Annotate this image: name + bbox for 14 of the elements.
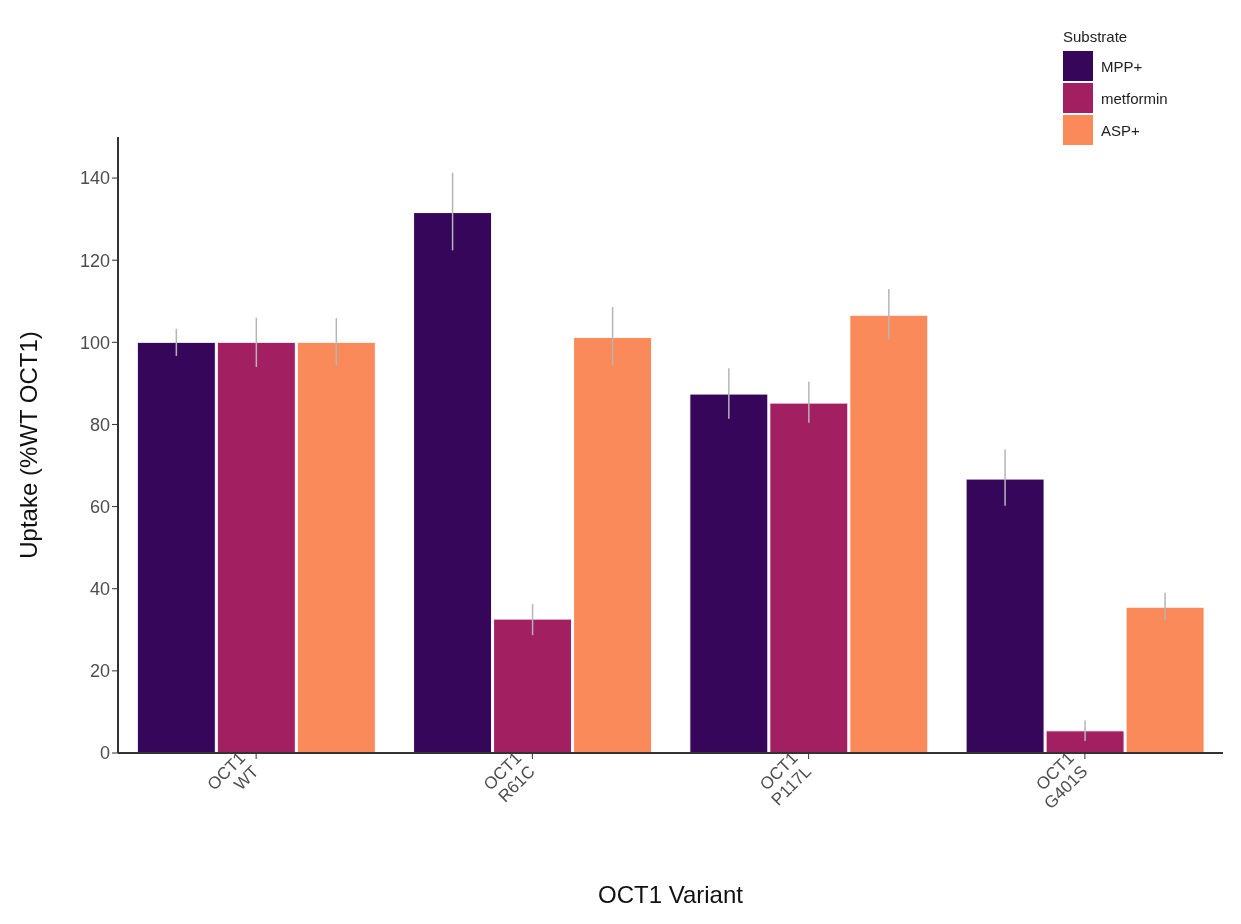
y-tick-label: 120 <box>79 250 110 271</box>
y-tick-label: 80 <box>89 414 110 435</box>
legend-label: MPP+ <box>1101 57 1143 75</box>
y-axis-title: Uptake (%WT OCT1) <box>14 331 42 559</box>
x-axis-title: OCT1 Variant <box>598 881 744 908</box>
y-tick-label: 60 <box>89 496 110 517</box>
y-tick-label: 40 <box>89 579 110 600</box>
legend-label: metformin <box>1101 89 1168 107</box>
y-tick-label: 100 <box>79 332 110 353</box>
y-tick-label: 140 <box>79 168 110 189</box>
legend-label: ASP+ <box>1101 121 1140 139</box>
legend-title: Substrate <box>1063 28 1129 45</box>
y-tick-label: 20 <box>89 661 110 682</box>
y-tick-label: 0 <box>99 743 110 764</box>
